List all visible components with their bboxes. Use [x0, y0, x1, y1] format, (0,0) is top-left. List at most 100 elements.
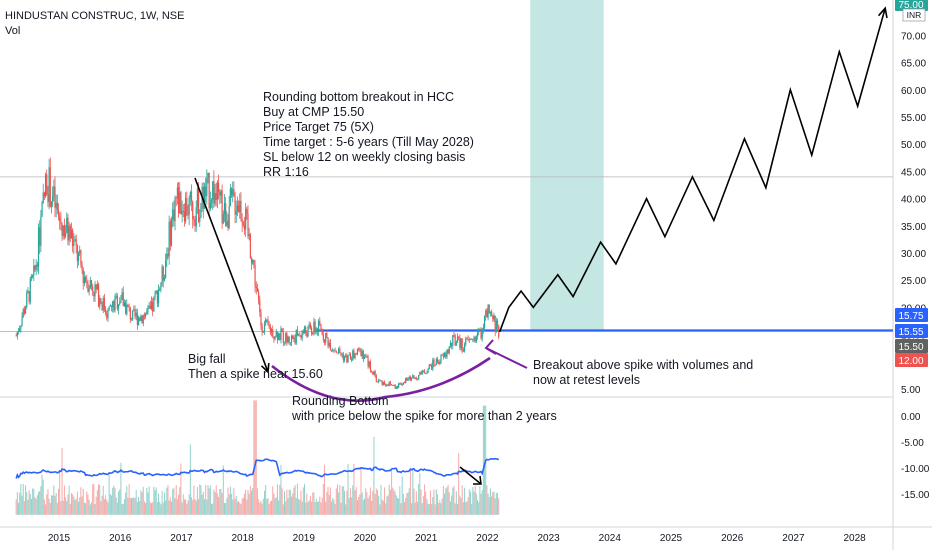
- volume-bar: [66, 501, 68, 515]
- volume-bar: [85, 503, 87, 515]
- candle: [382, 381, 384, 385]
- volume-bar: [462, 502, 464, 515]
- volume-bar: [115, 497, 117, 515]
- candle: [488, 304, 490, 313]
- volume-bar: [478, 502, 480, 515]
- volume-bar: [138, 496, 140, 515]
- candle: [145, 313, 147, 317]
- volume-bar: [105, 494, 107, 515]
- volume-bar: [232, 499, 234, 515]
- candle: [465, 338, 467, 345]
- candle: [48, 167, 50, 202]
- volume-bar: [274, 498, 276, 515]
- volume-bar: [402, 494, 404, 515]
- candle: [147, 306, 149, 312]
- candle: [27, 291, 29, 293]
- candle: [154, 293, 156, 298]
- volume-bar: [236, 501, 238, 515]
- volume-bar: [235, 496, 237, 515]
- volume-bar: [178, 494, 180, 515]
- volume-bar: [118, 491, 120, 515]
- candle: [486, 310, 488, 318]
- volume-bar: [186, 503, 188, 515]
- candle: [79, 250, 81, 254]
- candle: [190, 191, 193, 202]
- volume-bar: [251, 490, 253, 515]
- candle: [462, 350, 464, 352]
- price-tick: 40.00: [901, 195, 926, 206]
- volume-bar: [313, 492, 315, 515]
- volume-bar: [364, 498, 366, 515]
- volume-bar: [385, 503, 387, 515]
- volume-bar: [334, 503, 336, 515]
- volume-bar: [489, 488, 491, 515]
- candle: [176, 187, 178, 198]
- candle: [174, 197, 176, 222]
- candle: [142, 314, 144, 324]
- candle: [103, 298, 106, 310]
- price-tick: 60.00: [901, 86, 926, 97]
- candle: [168, 221, 170, 257]
- candle: [335, 350, 337, 353]
- unit-box: [902, 8, 926, 22]
- volume-bar: [134, 498, 136, 515]
- candle: [431, 365, 433, 370]
- time-tick: 2024: [599, 533, 622, 544]
- volume-bar: [245, 489, 247, 515]
- candle: [228, 206, 230, 229]
- candle: [300, 335, 302, 338]
- volume-bar: [487, 493, 489, 515]
- volume-bar: [240, 503, 242, 515]
- volume-bar: [360, 467, 362, 515]
- candle: [321, 329, 323, 335]
- rounding-note-line: with price below the spike for more than…: [291, 409, 557, 423]
- volume-bar: [328, 495, 330, 515]
- volume-bar: [380, 484, 382, 515]
- volume-arrow: [459, 466, 482, 485]
- volume-bar: [378, 495, 380, 515]
- volume-bar: [382, 500, 384, 515]
- volume-bar: [55, 493, 57, 515]
- candle: [165, 260, 167, 278]
- candle: [234, 195, 236, 215]
- volume-bar: [32, 488, 34, 515]
- candle: [208, 172, 210, 209]
- volume-bar: [482, 405, 484, 515]
- candle: [493, 315, 495, 320]
- candle: [229, 188, 231, 207]
- volume-bar: [265, 484, 267, 515]
- volume-bar: [356, 500, 358, 515]
- volume-bar: [384, 487, 386, 515]
- candle: [225, 203, 227, 226]
- volume-bar: [440, 503, 442, 515]
- volume-bar: [183, 499, 185, 515]
- volume-bar: [469, 491, 471, 515]
- rounding-note-line: Rounding Bottom: [292, 394, 389, 408]
- candle: [487, 304, 489, 318]
- candle: [269, 327, 271, 333]
- volume-ma-line: [15, 457, 500, 479]
- volume-bar: [207, 485, 209, 515]
- candle: [255, 286, 257, 289]
- volume-bar: [331, 501, 333, 515]
- price-marker-bg: [895, 0, 928, 11]
- volume-bar: [379, 504, 381, 515]
- volume-bar: [453, 486, 455, 515]
- volume-bar: [296, 483, 298, 515]
- volume-bar: [214, 492, 216, 515]
- candle: [44, 174, 47, 197]
- candle: [192, 201, 194, 220]
- candle: [449, 342, 452, 347]
- candle: [358, 348, 360, 350]
- time-tick: 2022: [476, 533, 499, 544]
- price-marker-bg: [895, 353, 928, 367]
- candle: [310, 328, 313, 334]
- candle: [209, 202, 211, 209]
- volume-bar: [439, 500, 441, 515]
- candle: [41, 202, 43, 217]
- candle: [70, 230, 73, 239]
- time-tick: 2027: [782, 533, 805, 544]
- volume-bar: [198, 499, 200, 515]
- volume-bar: [344, 490, 346, 515]
